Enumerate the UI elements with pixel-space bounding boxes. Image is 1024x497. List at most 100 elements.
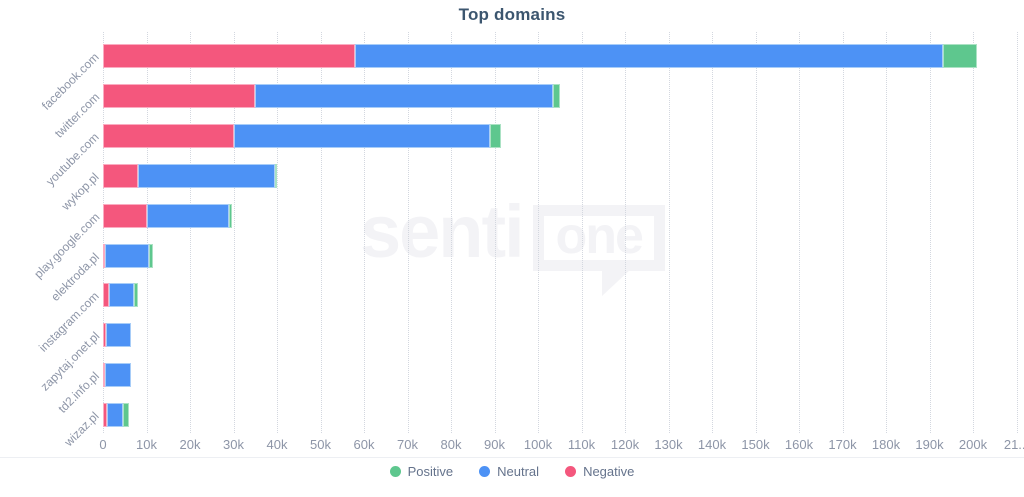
- bar-segment-neutral[interactable]: [106, 323, 132, 348]
- x-axis-tick-label: 60k: [353, 437, 375, 452]
- bar-row-elektroda.pl: [103, 243, 154, 268]
- x-axis-tick-label: 150k: [741, 437, 770, 452]
- x-axis-tick-label: 20k: [179, 437, 201, 452]
- gridline: [755, 32, 757, 433]
- bar-segment-neutral[interactable]: [106, 403, 123, 428]
- legend-dot-positive-icon: [389, 466, 401, 477]
- gridline: [320, 32, 322, 433]
- bar-segment-positive[interactable]: [942, 44, 978, 68]
- gridline: [407, 32, 409, 433]
- x-axis-tick-label: 70k: [397, 437, 418, 452]
- bar-row-td2.info.pl: [103, 363, 132, 388]
- gridline: [973, 32, 974, 433]
- bar-row-play.google.com: [103, 203, 233, 228]
- bar-segment-negative[interactable]: [103, 203, 147, 228]
- gridline: [929, 32, 931, 433]
- x-axis-tick-label: 80k: [440, 437, 462, 452]
- gridline: [364, 32, 365, 433]
- bar-segment-negative[interactable]: [103, 163, 138, 188]
- watermark-bubble-tail: [601, 268, 632, 296]
- legend-dot-negative-icon: [565, 466, 577, 477]
- bar-row-zapytaj.onet.pl: [103, 323, 132, 348]
- legend-dot-neutral-icon: [479, 466, 491, 477]
- bar-segment-positive[interactable]: [123, 403, 130, 428]
- legend-item-positive[interactable]: Positive: [389, 464, 454, 479]
- x-axis-tick-label: 110k: [567, 437, 596, 452]
- gridline: [494, 32, 496, 433]
- bar-segment-neutral[interactable]: [233, 123, 491, 148]
- axis-divider: [0, 457, 1024, 458]
- bar-segment-neutral[interactable]: [105, 243, 149, 268]
- x-axis-tick-label: 0: [99, 437, 107, 452]
- bar-segment-negative[interactable]: [103, 403, 107, 428]
- bar-segment-neutral[interactable]: [355, 44, 943, 68]
- bar-segment-neutral[interactable]: [255, 83, 554, 108]
- gridline: [1016, 32, 1018, 433]
- x-axis-tick-label: 40k: [266, 437, 288, 452]
- x-axis-tick-label: 120k: [610, 437, 640, 452]
- x-axis-tick-label: 200k: [958, 437, 988, 452]
- gridline: [799, 32, 800, 433]
- bar-segment-positive[interactable]: [148, 243, 154, 268]
- bar-row-instagram.com: [103, 283, 138, 308]
- x-axis-tick-label: 30k: [223, 437, 244, 452]
- bar-segment-negative[interactable]: [103, 283, 110, 308]
- gridline: [190, 32, 191, 433]
- gridline: [886, 32, 887, 433]
- bar-row-facebook.com: [103, 44, 978, 68]
- gridline: [146, 32, 148, 433]
- x-axis-tick-label: 130k: [654, 437, 683, 452]
- gridline: [668, 32, 670, 433]
- gridline: [581, 32, 583, 433]
- gridline: [842, 32, 844, 433]
- watermark-speech-bubble-icon: one: [532, 205, 665, 296]
- bar-segment-positive[interactable]: [490, 123, 502, 148]
- legend-item-neutral[interactable]: Neutral: [479, 464, 539, 479]
- y-axis-label-wizaz.pl: wizaz.pl: [61, 409, 102, 450]
- bar-segment-negative[interactable]: [103, 123, 234, 148]
- bar-row-wizaz.pl: [103, 403, 130, 428]
- bar-segment-neutral[interactable]: [146, 203, 230, 228]
- bar-row-twitter.com: [103, 83, 560, 108]
- x-axis-tick-label: 90k: [484, 437, 505, 452]
- bar-segment-neutral[interactable]: [105, 363, 132, 388]
- gridline: [233, 32, 235, 433]
- x-axis-tick-label: 170k: [828, 437, 857, 452]
- bar-row-youtube.com: [103, 123, 502, 148]
- bar-segment-negative[interactable]: [103, 363, 105, 388]
- bar-segment-neutral[interactable]: [109, 283, 134, 308]
- bar-row-wykop.pl: [103, 163, 277, 188]
- bar-segment-negative[interactable]: [103, 83, 256, 108]
- gridline: [277, 32, 278, 433]
- watermark-text-one: one: [555, 207, 643, 265]
- x-axis-tick-label: 140k: [697, 437, 727, 452]
- x-axis-tick-label: 190k: [915, 437, 944, 452]
- bar-segment-positive[interactable]: [133, 283, 138, 308]
- bar-segment-positive[interactable]: [229, 203, 233, 228]
- legend-label: Negative: [583, 464, 635, 479]
- x-axis-tick-label: 160k: [784, 437, 814, 452]
- legend-label: Neutral: [497, 464, 540, 479]
- bar-segment-negative[interactable]: [103, 44, 356, 68]
- legend: Positive Neutral Negative: [0, 464, 1024, 479]
- gridline: [538, 32, 539, 433]
- watermark-logo: senti one: [360, 190, 665, 296]
- bar-segment-positive[interactable]: [553, 83, 560, 108]
- gridline: [712, 32, 713, 433]
- x-axis-tick-label: 10k: [136, 437, 157, 452]
- bar-segment-negative[interactable]: [103, 243, 106, 268]
- x-axis-tick-label: 50k: [310, 437, 331, 452]
- gridline: [103, 32, 104, 433]
- chart-title: Top domains: [458, 5, 566, 24]
- gridline: [451, 32, 452, 433]
- x-axis-tick-label: 21...: [1003, 437, 1024, 452]
- legend-item-negative[interactable]: Negative: [565, 464, 634, 479]
- legend-label: Positive: [407, 464, 454, 479]
- bar-segment-positive[interactable]: [274, 163, 277, 188]
- bar-segment-negative[interactable]: [103, 323, 107, 348]
- watermark-text-senti: senti: [360, 190, 525, 273]
- x-axis-tick-label: 100k: [523, 437, 553, 452]
- gridline: [625, 32, 626, 433]
- bar-segment-neutral[interactable]: [137, 163, 275, 188]
